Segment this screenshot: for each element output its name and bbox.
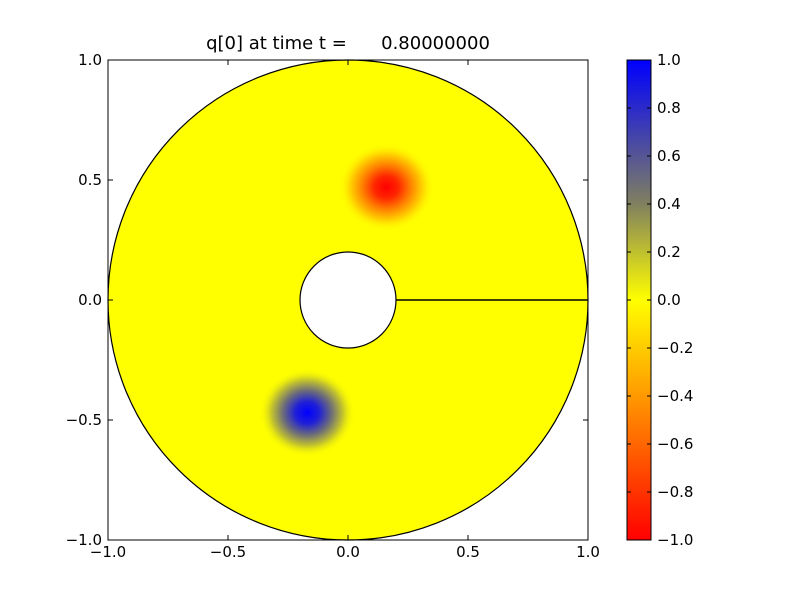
colorbar-tick-label: −0.4 bbox=[657, 387, 693, 405]
inner-boundary bbox=[299, 251, 397, 349]
y-tick-label: 0.0 bbox=[78, 291, 102, 309]
colorbar-tick-label: 0.6 bbox=[657, 147, 681, 165]
colorbar-tick-label: −0.6 bbox=[657, 435, 693, 453]
colorbar-tick-label: −0.8 bbox=[657, 483, 693, 501]
colorbar-tick-label: −1.0 bbox=[657, 531, 693, 549]
colorbar-tick-label: 1.0 bbox=[657, 51, 681, 69]
y-tick-label: 0.5 bbox=[78, 171, 102, 189]
colorbar-tick-label: 0.8 bbox=[657, 99, 681, 117]
x-tick-label: −1.0 bbox=[90, 543, 126, 561]
colorbar-tick-label: 0.2 bbox=[657, 243, 681, 261]
y-axis: −1.0 −0.5 0.0 0.5 1.0 bbox=[66, 51, 588, 549]
positive-blob bbox=[259, 368, 356, 457]
colorbar-tick-label: −0.2 bbox=[657, 339, 693, 357]
x-tick-label: 0.5 bbox=[456, 543, 480, 561]
y-tick-label: −0.5 bbox=[66, 411, 102, 429]
y-tick-label: 1.0 bbox=[78, 51, 102, 69]
negative-blob bbox=[338, 143, 435, 232]
x-tick-label: 0.0 bbox=[336, 543, 360, 561]
x-tick-label: 1.0 bbox=[576, 543, 600, 561]
x-axis: −1.0 −0.5 0.0 0.5 1.0 bbox=[90, 60, 600, 561]
colorbar-tick-label: 0.0 bbox=[657, 291, 681, 309]
y-tick-label: −1.0 bbox=[66, 531, 102, 549]
x-tick-label: −0.5 bbox=[210, 543, 246, 561]
colorbar-tick-label: 0.4 bbox=[657, 195, 681, 213]
chart-title: q[0] at time t = 0.80000000 bbox=[206, 33, 490, 54]
colorbar-ticks: 1.0 0.8 0.6 0.4 0.2 0.0 −0.2 −0.4 −0.6 −0.8 −1.0 bbox=[627, 51, 693, 549]
